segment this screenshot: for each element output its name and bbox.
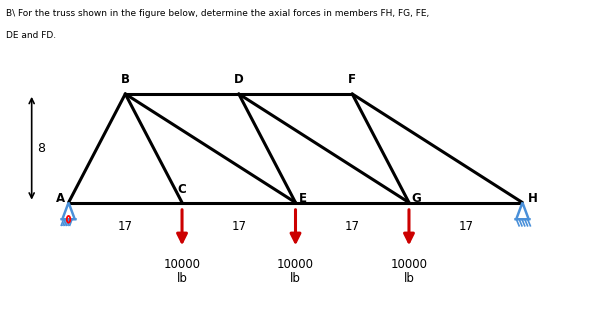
Text: 17: 17 — [118, 220, 133, 233]
Text: lb: lb — [177, 272, 187, 285]
Text: 10000: 10000 — [277, 258, 314, 271]
Text: 10000: 10000 — [164, 258, 200, 271]
Text: 10000: 10000 — [391, 258, 427, 271]
Text: B\ For the truss shown in the figure below, determine the axial forces in member: B\ For the truss shown in the figure bel… — [6, 9, 429, 18]
Text: B: B — [121, 73, 130, 86]
Text: F: F — [348, 73, 356, 86]
Text: 17: 17 — [458, 220, 473, 233]
Text: H: H — [528, 192, 538, 205]
Text: A: A — [56, 192, 64, 205]
Text: 8: 8 — [37, 142, 46, 155]
Text: lb: lb — [290, 272, 301, 285]
Text: G: G — [411, 192, 421, 205]
Text: 17: 17 — [345, 220, 360, 233]
Text: E: E — [299, 192, 307, 205]
Text: DE and FD.: DE and FD. — [6, 31, 56, 40]
Text: D: D — [234, 73, 243, 86]
Text: lb: lb — [404, 272, 414, 285]
Text: C: C — [178, 183, 186, 196]
Text: 17: 17 — [231, 220, 246, 233]
